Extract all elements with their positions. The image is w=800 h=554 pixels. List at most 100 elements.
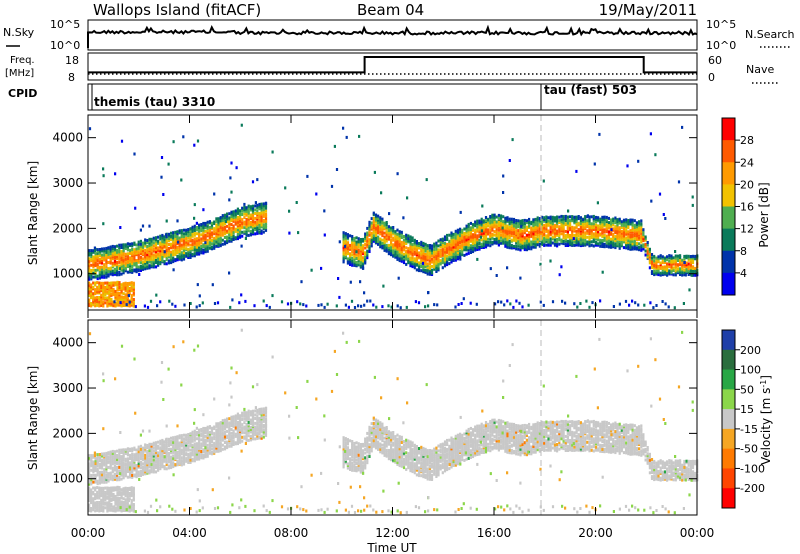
power-cell bbox=[398, 230, 401, 234]
velocity-cell bbox=[370, 432, 373, 436]
power-cell bbox=[206, 247, 209, 251]
power-cell bbox=[599, 241, 602, 245]
power-cell bbox=[152, 241, 155, 245]
velocity-cell bbox=[96, 469, 99, 473]
velocity-cell bbox=[120, 473, 123, 477]
power-cell bbox=[320, 303, 323, 307]
power-cell bbox=[185, 232, 188, 235]
power-cell bbox=[132, 304, 135, 308]
power-cell bbox=[129, 242, 132, 246]
power-cell bbox=[236, 230, 239, 233]
power-cell bbox=[640, 222, 643, 226]
velocity-cell bbox=[187, 456, 190, 460]
velocity-cell bbox=[215, 424, 218, 428]
power-cell bbox=[116, 265, 119, 269]
power-cell bbox=[128, 304, 131, 308]
power-cell bbox=[685, 269, 688, 273]
power-cell bbox=[638, 242, 641, 246]
velocity-cell bbox=[146, 444, 149, 447]
velocity-cell bbox=[146, 458, 149, 462]
power-cell bbox=[108, 299, 111, 303]
power-cell bbox=[536, 243, 539, 247]
velocity-cell bbox=[206, 427, 209, 431]
power-cell bbox=[394, 255, 397, 259]
velocity-cell bbox=[96, 459, 99, 463]
velocity-cell bbox=[178, 447, 181, 451]
velocity-cell bbox=[254, 417, 257, 420]
velocity-cell bbox=[223, 441, 227, 444]
power-cell bbox=[640, 228, 643, 232]
power-cell bbox=[157, 241, 160, 245]
power-cell bbox=[94, 283, 97, 287]
power-cell bbox=[650, 253, 654, 256]
velocity-cell bbox=[251, 423, 255, 427]
velocity-cell bbox=[178, 434, 181, 438]
power-cell bbox=[476, 244, 479, 248]
power-cell bbox=[152, 253, 155, 257]
velocity-cell bbox=[262, 417, 265, 421]
power-cell bbox=[364, 259, 367, 263]
power-cell bbox=[232, 238, 235, 241]
power-cell bbox=[433, 262, 436, 266]
velocity-cell bbox=[251, 433, 255, 437]
power-cell bbox=[165, 243, 168, 247]
power-cell bbox=[491, 228, 494, 232]
power-cell bbox=[540, 219, 544, 223]
power-cell bbox=[422, 270, 425, 274]
power-cell bbox=[213, 240, 216, 244]
power-cell bbox=[571, 234, 574, 238]
power-cell bbox=[553, 229, 557, 233]
velocity-cell bbox=[232, 434, 235, 438]
power-cell bbox=[129, 264, 132, 268]
power-cell bbox=[482, 233, 485, 237]
velocity-cell bbox=[88, 454, 91, 458]
power-cell bbox=[446, 254, 449, 258]
power-cell bbox=[663, 265, 667, 269]
velocity-cell bbox=[96, 453, 99, 457]
power-cell bbox=[633, 246, 636, 249]
velocity-cell bbox=[254, 409, 257, 413]
power-cell bbox=[601, 230, 604, 234]
power-cell bbox=[144, 244, 147, 248]
power-cell bbox=[219, 219, 222, 223]
velocity-cell bbox=[230, 439, 233, 443]
power-cell bbox=[553, 225, 557, 229]
power-cell bbox=[603, 224, 606, 228]
power-cell bbox=[357, 255, 360, 259]
power-cell bbox=[430, 251, 434, 255]
power-cell bbox=[385, 230, 388, 234]
power-cell bbox=[167, 246, 170, 250]
power-cell bbox=[114, 172, 117, 176]
power-cell bbox=[661, 273, 664, 277]
power-cell bbox=[94, 288, 97, 292]
velocity-cell bbox=[116, 470, 119, 474]
power-cell bbox=[200, 245, 203, 248]
velocity-cell bbox=[90, 474, 93, 477]
power-cell bbox=[398, 247, 401, 250]
power-cell bbox=[239, 219, 242, 223]
velocity-cell bbox=[234, 441, 237, 445]
velocity-cell bbox=[249, 428, 252, 431]
power-cell bbox=[159, 251, 162, 254]
power-cell bbox=[405, 256, 408, 260]
power-cell bbox=[650, 256, 654, 260]
velocity-cell bbox=[137, 462, 140, 465]
velocity-cell bbox=[241, 411, 244, 415]
power-cell bbox=[366, 239, 369, 243]
power-cell bbox=[590, 236, 593, 240]
velocity-cell bbox=[105, 463, 108, 467]
velocity-cell bbox=[351, 442, 354, 446]
power-cell bbox=[116, 302, 119, 306]
velocity-cell bbox=[122, 451, 125, 454]
power-cell bbox=[131, 262, 134, 265]
power-cell bbox=[610, 218, 613, 222]
velocity-cell bbox=[239, 428, 242, 432]
power-cell bbox=[508, 221, 511, 225]
power-cell bbox=[462, 297, 465, 301]
power-cell bbox=[167, 255, 170, 259]
power-cell bbox=[566, 223, 569, 227]
power-cell bbox=[102, 293, 105, 297]
power-cell bbox=[592, 232, 595, 236]
power-cell bbox=[113, 300, 116, 304]
velocity-cell bbox=[226, 419, 229, 423]
